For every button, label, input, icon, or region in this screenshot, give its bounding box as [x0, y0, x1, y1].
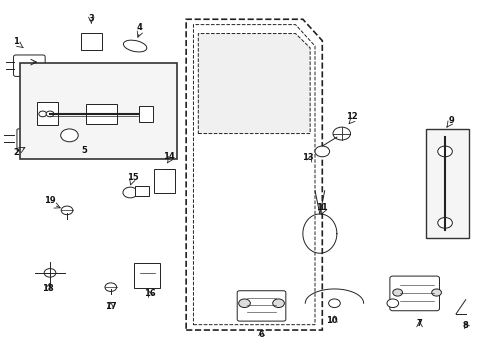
Text: 17: 17: [105, 302, 116, 311]
Text: 1: 1: [13, 37, 19, 46]
FancyBboxPatch shape: [81, 33, 102, 50]
Circle shape: [61, 129, 78, 142]
Text: 15: 15: [126, 173, 138, 182]
Circle shape: [39, 111, 46, 117]
Circle shape: [272, 299, 284, 307]
FancyBboxPatch shape: [389, 276, 439, 311]
Circle shape: [437, 217, 451, 228]
Text: 13: 13: [301, 153, 313, 162]
FancyBboxPatch shape: [37, 103, 58, 125]
Text: 3: 3: [88, 14, 94, 23]
PathPatch shape: [198, 33, 309, 134]
Text: 16: 16: [143, 289, 155, 298]
FancyBboxPatch shape: [20, 63, 177, 159]
Text: 18: 18: [41, 284, 53, 293]
FancyBboxPatch shape: [17, 129, 49, 151]
Circle shape: [46, 111, 54, 117]
Ellipse shape: [123, 40, 146, 52]
Text: 10: 10: [325, 316, 337, 325]
Text: 7: 7: [416, 319, 422, 328]
Circle shape: [61, 206, 73, 215]
FancyBboxPatch shape: [14, 55, 45, 76]
Circle shape: [122, 187, 137, 198]
Text: 9: 9: [447, 116, 453, 125]
FancyBboxPatch shape: [237, 291, 285, 321]
Text: 5: 5: [81, 146, 87, 155]
FancyBboxPatch shape: [85, 104, 116, 123]
Circle shape: [386, 299, 398, 307]
Text: 19: 19: [44, 196, 56, 205]
Circle shape: [238, 299, 250, 307]
Circle shape: [314, 146, 329, 157]
Circle shape: [105, 283, 116, 292]
Circle shape: [437, 146, 451, 157]
Text: 14: 14: [163, 152, 175, 161]
FancyBboxPatch shape: [135, 186, 149, 196]
FancyBboxPatch shape: [134, 263, 160, 288]
Text: 6: 6: [258, 330, 264, 339]
Text: 8: 8: [462, 321, 468, 330]
Text: 12: 12: [345, 112, 357, 121]
Text: 4: 4: [137, 23, 142, 32]
Circle shape: [328, 299, 340, 307]
Circle shape: [392, 289, 402, 296]
Text: 2: 2: [13, 148, 19, 157]
Circle shape: [431, 289, 441, 296]
FancyBboxPatch shape: [153, 168, 175, 193]
FancyBboxPatch shape: [139, 106, 153, 122]
Text: 11: 11: [316, 203, 327, 212]
Circle shape: [332, 127, 350, 140]
Circle shape: [44, 269, 56, 277]
PathPatch shape: [186, 19, 322, 330]
FancyBboxPatch shape: [425, 129, 468, 238]
